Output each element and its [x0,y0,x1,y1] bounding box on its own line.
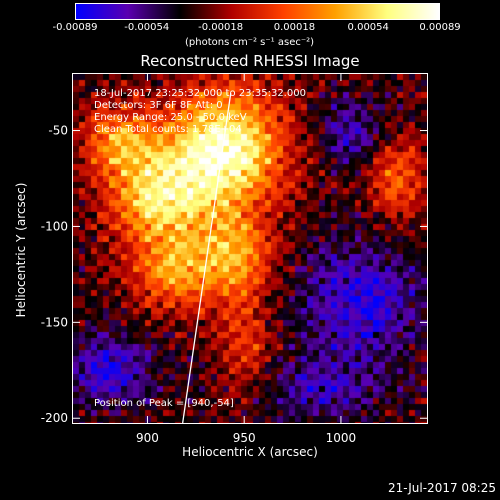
colorbar-tick-label: -0.00089 [52,22,98,33]
x-tick-label: 1000 [326,431,357,445]
x-tick-label: 900 [136,431,159,445]
y-tick-label: -100 [41,219,68,233]
footer-date: 21-Jul-2017 08:25 [387,481,496,495]
colorbar-units-label: (photons cm⁻² s⁻¹ asec⁻²) [185,37,315,48]
colorbar-tick-label: 0.00089 [419,22,461,33]
annotation-energy-range: Energy Range: 25.0 - 50.0 keV [94,112,247,123]
x-tick-label: 950 [233,431,256,445]
y-tick-label: -50 [48,124,68,138]
colorbar [75,3,440,20]
heatmap-image [73,74,427,423]
annotation-total-counts: Clean Total counts: 1.78E+04 [94,124,242,135]
colorbar-tick-label: 0.00054 [347,22,389,33]
y-axis-label: Heliocentric Y (arcsec) [14,182,28,318]
y-tick-label: -200 [41,411,68,425]
limb-line-layer [182,92,232,423]
colorbar-tick-label: -0.00054 [124,22,170,33]
colorbar-tick-label: 0.00018 [273,22,316,33]
colorbar-tick-label: -0.00018 [198,22,244,33]
annotation-time-range: 18-Jul-2017 23:25:32.000 to 23:35:32.000 [94,88,306,99]
plot-area: 18-Jul-2017 23:25:32.000 to 23:35:32.000… [72,73,428,424]
annotation-peak-position: Position of Peak = [940,-54] [94,398,234,409]
x-axis-label: Heliocentric X (arcsec) [182,445,318,459]
y-tick-label: -150 [41,315,68,329]
solar-limb-line [182,92,232,423]
annotation-detectors: Detectors: 3F 6F 8F Att: 0 [94,100,223,111]
chart-title: Reconstructed RHESSI Image [140,52,360,70]
